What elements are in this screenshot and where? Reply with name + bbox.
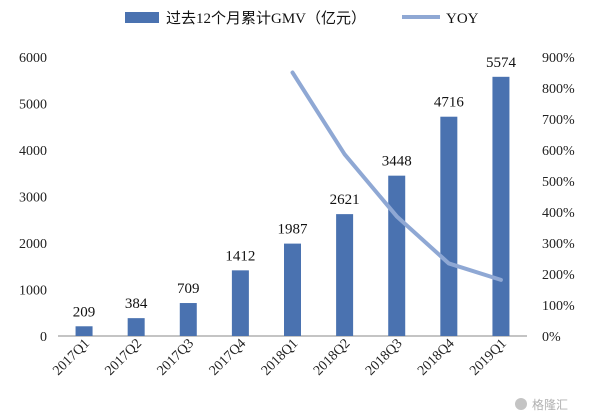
x-tick-label: 2017Q3 xyxy=(155,336,198,379)
bar-value-label: 1987 xyxy=(278,222,309,238)
x-tick-label: 2017Q1 xyxy=(50,336,93,379)
left-tick-label: 0 xyxy=(40,330,47,345)
left-tick-label: 1000 xyxy=(19,284,47,299)
right-axis: 0% 100% 200% 300% 400% 500% 600% 700% 800% 900% xyxy=(542,51,575,345)
yoy-line-group xyxy=(290,70,503,282)
right-tick-label: 600% xyxy=(542,144,575,159)
left-tick-label: 6000 xyxy=(19,51,47,66)
right-tick-label: 200% xyxy=(542,268,575,283)
left-tick-label: 2000 xyxy=(19,237,47,252)
legend-bar-swatch xyxy=(125,12,159,23)
legend: 过去12个月累计GMV（亿元） YOY xyxy=(125,10,479,27)
right-tick-label: 100% xyxy=(542,299,575,314)
bar-value-label: 209 xyxy=(73,304,96,320)
bar-value-label: 3448 xyxy=(382,154,412,170)
bar xyxy=(179,303,197,336)
x-axis: 2017Q1 2017Q2 2017Q3 2017Q4 2018Q1 2018Q2 2018… xyxy=(50,336,509,379)
bar-value-label: 2621 xyxy=(330,192,360,208)
bar-value-label: 384 xyxy=(125,296,148,312)
x-tick-label: 2017Q4 xyxy=(207,336,250,379)
x-tick-label: 2017Q2 xyxy=(102,336,145,379)
right-tick-label: 300% xyxy=(542,237,575,252)
bar-value-label: 4716 xyxy=(434,95,465,111)
bar-value-label: 5574 xyxy=(486,55,517,71)
left-axis: 0 1000 2000 3000 4000 5000 6000 xyxy=(19,51,47,345)
left-tick-label: 3000 xyxy=(19,191,47,206)
right-tick-label: 400% xyxy=(542,206,575,221)
bar xyxy=(127,318,145,336)
bar xyxy=(75,326,93,336)
bar xyxy=(231,270,249,336)
watermark: 格隆汇 xyxy=(515,397,568,412)
bars-group xyxy=(75,76,510,337)
bar xyxy=(440,116,458,337)
x-tick-label: 2018Q2 xyxy=(311,336,354,379)
right-tick-label: 500% xyxy=(542,175,575,190)
bar-value-label: 709 xyxy=(177,281,200,297)
right-tick-label: 900% xyxy=(542,51,575,66)
left-tick-label: 5000 xyxy=(19,98,47,113)
x-tick-label: 2018Q3 xyxy=(363,336,406,379)
x-tick-label: 2018Q1 xyxy=(259,336,302,379)
x-tick-label: 2018Q4 xyxy=(415,336,458,379)
bar xyxy=(284,243,301,336)
right-tick-label: 0% xyxy=(542,330,561,345)
bar xyxy=(492,76,510,337)
x-tick-label: 2019Q1 xyxy=(467,336,510,379)
watermark-text: 格隆汇 xyxy=(532,397,568,412)
data-labels-group: 209 384 709 1412 1987 2621 3448 4716 5574 xyxy=(73,55,517,320)
right-tick-label: 700% xyxy=(542,113,575,128)
bar xyxy=(336,214,354,336)
left-tick-label: 4000 xyxy=(19,144,47,159)
bar xyxy=(388,175,406,336)
wechat-icon xyxy=(515,398,527,410)
right-tick-label: 800% xyxy=(542,82,575,97)
legend-bar-label: 过去12个月累计GMV（亿元） xyxy=(166,10,366,27)
legend-line-label: YOY xyxy=(446,11,479,27)
bar-value-label: 1412 xyxy=(225,248,255,264)
